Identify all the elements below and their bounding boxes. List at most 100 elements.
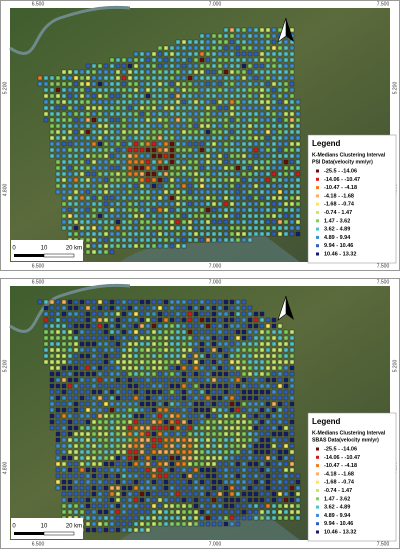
- data-point: [73, 99, 79, 105]
- data-point: [115, 165, 121, 171]
- data-point: [217, 473, 223, 479]
- data-point: [61, 111, 67, 117]
- data-point: [121, 407, 127, 413]
- data-point: [223, 521, 229, 527]
- data-point: [73, 413, 79, 419]
- data-point: [49, 117, 55, 123]
- data-point: [259, 347, 265, 353]
- data-point: [85, 117, 91, 123]
- data-point: [289, 449, 295, 455]
- data-point: [85, 503, 91, 509]
- data-point: [193, 413, 199, 419]
- data-point: [241, 51, 247, 57]
- data-point: [121, 347, 127, 353]
- data-point: [193, 437, 199, 443]
- data-point: [223, 75, 229, 81]
- data-point: [145, 341, 151, 347]
- data-point: [151, 341, 157, 347]
- data-point: [79, 491, 85, 497]
- data-point: [175, 231, 181, 237]
- data-point: [199, 425, 205, 431]
- data-point: [295, 123, 301, 129]
- data-point: [127, 117, 133, 123]
- data-point: [283, 93, 289, 99]
- data-point: [157, 437, 163, 443]
- data-point: [247, 407, 253, 413]
- data-point: [175, 473, 181, 479]
- data-point: [97, 231, 103, 237]
- data-point: [49, 141, 55, 147]
- data-point: [109, 401, 115, 407]
- data-point: [151, 479, 157, 485]
- data-point: [157, 51, 163, 57]
- data-point: [295, 503, 301, 509]
- data-point: [157, 69, 163, 75]
- data-point: [73, 207, 79, 213]
- data-point: [187, 443, 193, 449]
- data-point: [85, 395, 91, 401]
- data-point: [145, 69, 151, 75]
- data-point: [55, 323, 61, 329]
- data-point: [127, 63, 133, 69]
- data-point: [133, 509, 139, 515]
- data-point: [109, 383, 115, 389]
- data-point: [223, 201, 229, 207]
- data-point: [247, 509, 253, 515]
- data-point: [115, 153, 121, 159]
- data-point: [181, 461, 187, 467]
- data-point: [67, 159, 73, 165]
- data-point: [139, 461, 145, 467]
- data-point: [229, 383, 235, 389]
- scale-bar: [14, 254, 44, 257]
- data-point: [229, 183, 235, 189]
- data-point: [277, 485, 283, 491]
- data-point: [157, 497, 163, 503]
- data-point: [79, 497, 85, 503]
- data-point: [289, 341, 295, 347]
- data-point: [109, 335, 115, 341]
- data-point: [205, 117, 211, 123]
- data-point: [139, 105, 145, 111]
- data-point: [85, 311, 91, 317]
- data-point: [157, 45, 163, 51]
- data-point: [193, 213, 199, 219]
- data-point: [223, 317, 229, 323]
- data-point: [205, 473, 211, 479]
- data-point: [151, 353, 157, 359]
- data-point: [151, 201, 157, 207]
- data-point: [115, 401, 121, 407]
- data-point: [217, 335, 223, 341]
- data-point: [115, 383, 121, 389]
- data-point: [79, 219, 85, 225]
- data-point: [73, 509, 79, 515]
- data-point: [241, 413, 247, 419]
- data-point: [139, 87, 145, 93]
- data-point: [187, 323, 193, 329]
- data-point: [289, 207, 295, 213]
- data-point: [241, 237, 247, 243]
- data-point: [139, 407, 145, 413]
- data-point: [271, 491, 277, 497]
- data-point: [277, 81, 283, 87]
- data-point: [67, 497, 73, 503]
- data-point: [79, 479, 85, 485]
- data-point: [277, 129, 283, 135]
- data-point: [151, 437, 157, 443]
- data-point: [277, 437, 283, 443]
- data-point: [145, 389, 151, 395]
- data-point: [199, 111, 205, 117]
- data-point: [109, 207, 115, 213]
- data-point: [217, 443, 223, 449]
- data-point: [61, 69, 67, 75]
- data-point: [277, 159, 283, 165]
- data-point: [199, 329, 205, 335]
- data-point: [73, 111, 79, 117]
- data-point: [61, 81, 67, 87]
- data-point: [163, 243, 169, 249]
- data-point: [91, 63, 97, 69]
- data-point: [73, 323, 79, 329]
- data-point: [169, 311, 175, 317]
- data-point: [85, 305, 91, 311]
- data-point: [223, 141, 229, 147]
